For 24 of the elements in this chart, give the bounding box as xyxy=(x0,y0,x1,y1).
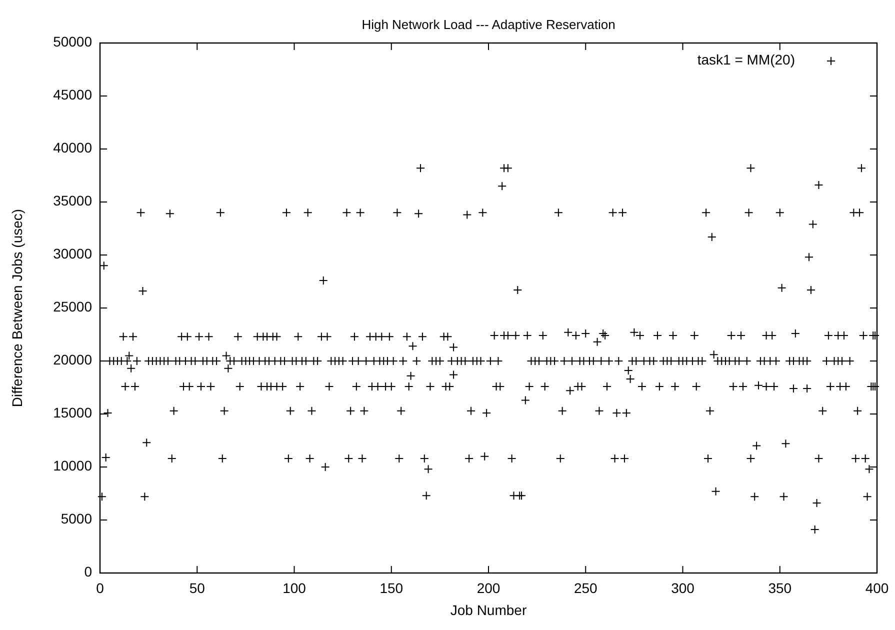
x-tick-label: 300 xyxy=(671,580,695,596)
y-tick-label: 25000 xyxy=(53,298,92,315)
y-tick-label: 10000 xyxy=(53,458,92,474)
y-tick-label: 30000 xyxy=(53,246,92,262)
y-tick-label: 50000 xyxy=(53,34,92,50)
y-tick-label: 0 xyxy=(84,564,92,580)
x-tick-label: 150 xyxy=(380,580,404,596)
x-tick-label: 400 xyxy=(865,580,889,596)
x-tick-label: 50 xyxy=(189,580,206,596)
y-tick-label: 15000 xyxy=(53,404,92,421)
x-axis-title: Job Number xyxy=(450,602,527,618)
y-tick-label: 20000 xyxy=(53,352,92,368)
chart-title: High Network Load --- Adaptive Reservation xyxy=(362,17,616,32)
x-tick-label: 350 xyxy=(768,580,792,596)
x-tick-label: 200 xyxy=(476,580,500,596)
y-tick-label: 45000 xyxy=(53,86,92,103)
x-tick-label: 250 xyxy=(574,580,598,596)
y-tick-label: 35000 xyxy=(53,192,92,209)
legend-label: task1 = MM(20) xyxy=(697,52,795,68)
y-tick-label: 5000 xyxy=(60,510,92,527)
y-tick-label: 40000 xyxy=(53,140,92,156)
x-tick-label: 0 xyxy=(96,580,104,596)
y-axis-title: Difference Between Jobs (usec) xyxy=(9,208,25,408)
x-tick-label: 100 xyxy=(282,580,306,596)
